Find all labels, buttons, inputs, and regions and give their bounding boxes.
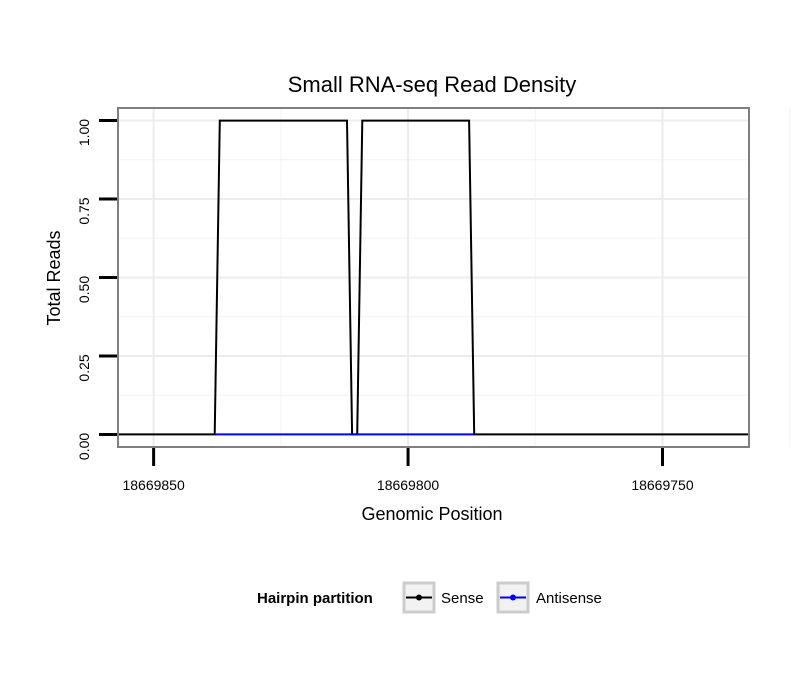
x-tick-label: 18669800	[377, 477, 440, 493]
legend-item-sense: Sense	[402, 581, 484, 614]
y-axis: 0.00 0.25 0.50 0.75 1.00	[76, 119, 117, 460]
legend-item-antisense: Antisense	[496, 581, 602, 614]
legend-label: Antisense	[536, 590, 602, 607]
legend-key-point	[416, 594, 422, 601]
panel-border	[117, 107, 750, 448]
x-tick-label: 18669750	[631, 477, 694, 493]
legend-key-point	[510, 594, 516, 601]
legend-title: Hairpin partition	[257, 590, 373, 607]
y-tick-label: 0.25	[76, 354, 92, 381]
x-tick-label: 18669850	[122, 477, 185, 493]
y-axis-label: Total Reads	[44, 230, 64, 325]
y-tick-label: 0.75	[76, 197, 92, 224]
legend: Hairpin partition Sense Antisense	[257, 581, 602, 614]
x-axis-label: Genomic Position	[361, 504, 502, 524]
chart-title: Small RNA-seq Read Density	[288, 72, 577, 97]
y-tick-label: 1.00	[76, 119, 92, 146]
y-tick-label: 0.50	[76, 276, 92, 303]
y-tick-label: 0.00	[76, 433, 92, 460]
series-lines	[118, 119, 749, 436]
x-axis: 18669850186698001866975018669700	[122, 448, 694, 493]
legend-label: Sense	[441, 590, 484, 607]
